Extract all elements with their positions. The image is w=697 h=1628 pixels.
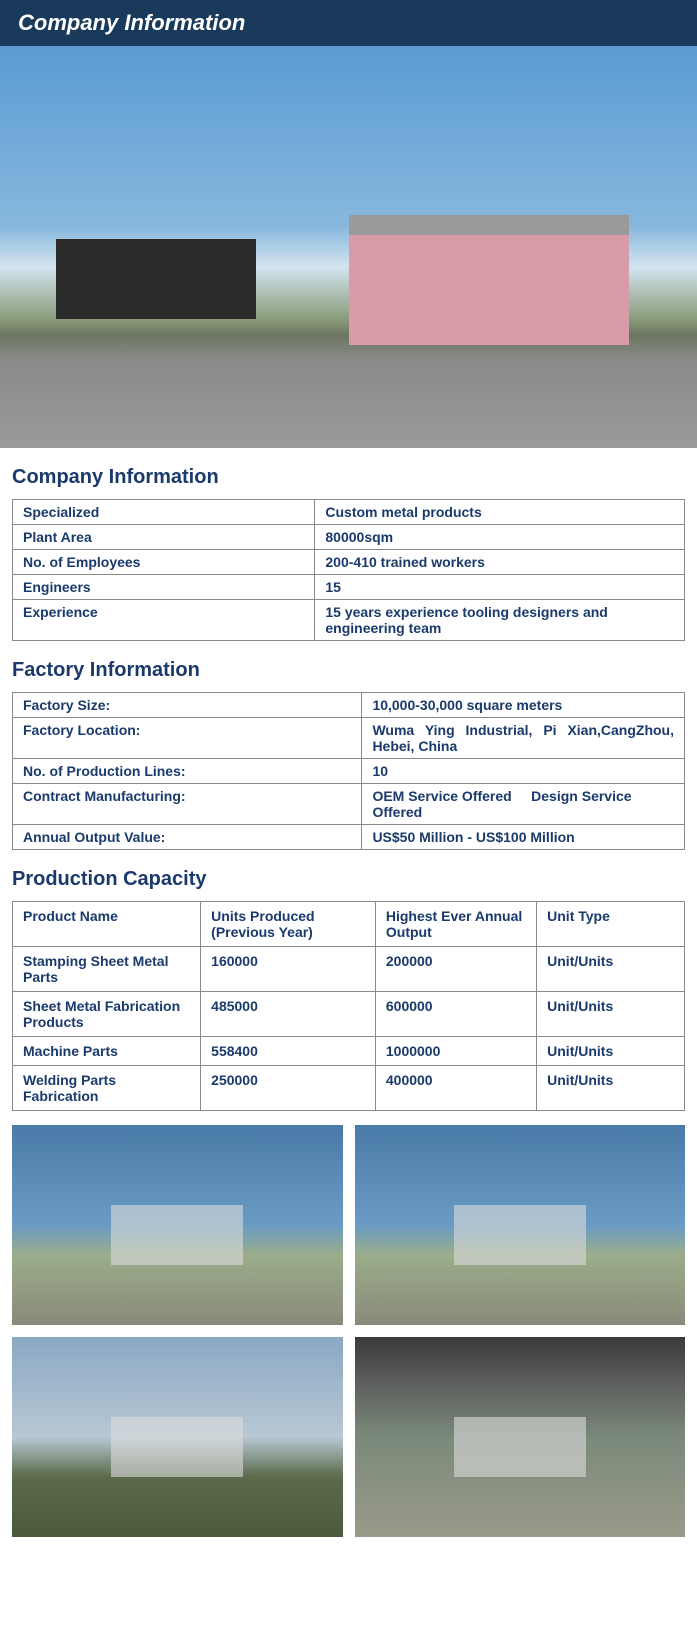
col-header: Units Produced (Previous Year) <box>201 902 376 947</box>
cell: 558400 <box>201 1037 376 1066</box>
cell: 200000 <box>375 947 536 992</box>
label: No. of Production Lines: <box>13 759 362 784</box>
value: 10 <box>362 759 685 784</box>
table-row: No. of Employees200-410 trained workers <box>13 550 685 575</box>
value: 15 years experience tooling designers an… <box>315 600 685 641</box>
table-row: Plant Area80000sqm <box>13 525 685 550</box>
value: 80000sqm <box>315 525 685 550</box>
value: 10,000-30,000 square meters <box>362 693 685 718</box>
label: Engineers <box>13 575 315 600</box>
cell: Sheet Metal Fabrication Products <box>13 992 201 1037</box>
cell: Machine Parts <box>13 1037 201 1066</box>
label: Factory Location: <box>13 718 362 759</box>
cell: Unit/Units <box>537 992 685 1037</box>
factory-info-table: Factory Size:10,000-30,000 square meters… <box>12 692 685 850</box>
col-header: Product Name <box>13 902 201 947</box>
table-header-row: Product Name Units Produced (Previous Ye… <box>13 902 685 947</box>
cell: Stamping Sheet Metal Parts <box>13 947 201 992</box>
cell: Unit/Units <box>537 947 685 992</box>
cell: 485000 <box>201 992 376 1037</box>
gallery-photo <box>355 1125 686 1325</box>
table-row: No. of Production Lines:10 <box>13 759 685 784</box>
table-row: Sheet Metal Fabrication Products48500060… <box>13 992 685 1037</box>
table-row: Experience15 years experience tooling de… <box>13 600 685 641</box>
page-title: Company Information <box>18 10 245 35</box>
gallery-photo <box>355 1337 686 1537</box>
page-header-banner: Company Information <box>0 0 697 46</box>
cell: 400000 <box>375 1066 536 1111</box>
label: Annual Output Value: <box>13 825 362 850</box>
photo-gallery <box>0 1111 697 1549</box>
table-row: Engineers15 <box>13 575 685 600</box>
label: Specialized <box>13 500 315 525</box>
table-row: Factory Size:10,000-30,000 square meters <box>13 693 685 718</box>
label: No. of Employees <box>13 550 315 575</box>
table-row: Factory Location:Wuma Ying Industrial, P… <box>13 718 685 759</box>
factory-info-heading: Factory Information <box>12 659 685 682</box>
cell: 1000000 <box>375 1037 536 1066</box>
cell: Unit/Units <box>537 1066 685 1111</box>
table-row: Contract Manufacturing:OEM Service Offer… <box>13 784 685 825</box>
cell: 600000 <box>375 992 536 1037</box>
table-row: Welding Parts Fabrication250000400000Uni… <box>13 1066 685 1111</box>
table-row: Annual Output Value:US$50 Million - US$1… <box>13 825 685 850</box>
label: Factory Size: <box>13 693 362 718</box>
table-row: SpecializedCustom metal products <box>13 500 685 525</box>
capacity-heading: Production Capacity <box>12 868 685 891</box>
label: Experience <box>13 600 315 641</box>
value: OEM Service Offered Design Service Offer… <box>362 784 685 825</box>
company-info-table: SpecializedCustom metal products Plant A… <box>12 499 685 641</box>
gallery-photo <box>12 1337 343 1537</box>
col-header: Highest Ever Annual Output <box>375 902 536 947</box>
col-header: Unit Type <box>537 902 685 947</box>
value: 200-410 trained workers <box>315 550 685 575</box>
value: US$50 Million - US$100 Million <box>362 825 685 850</box>
company-info-heading: Company Information <box>12 466 685 489</box>
cell: 160000 <box>201 947 376 992</box>
value: Wuma Ying Industrial, Pi Xian,CangZhou, … <box>362 718 685 759</box>
cell: 250000 <box>201 1066 376 1111</box>
table-row: Machine Parts5584001000000Unit/Units <box>13 1037 685 1066</box>
label: Contract Manufacturing: <box>13 784 362 825</box>
capacity-table: Product Name Units Produced (Previous Ye… <box>12 901 685 1111</box>
cell: Welding Parts Fabrication <box>13 1066 201 1111</box>
table-row: Stamping Sheet Metal Parts160000200000Un… <box>13 947 685 992</box>
cell: Unit/Units <box>537 1037 685 1066</box>
label: Plant Area <box>13 525 315 550</box>
value: 15 <box>315 575 685 600</box>
gallery-photo <box>12 1125 343 1325</box>
value: Custom metal products <box>315 500 685 525</box>
hero-factory-photo <box>0 46 697 448</box>
